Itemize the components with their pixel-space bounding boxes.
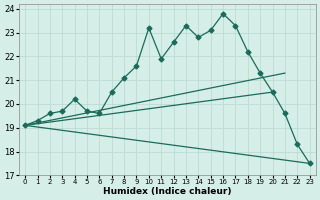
X-axis label: Humidex (Indice chaleur): Humidex (Indice chaleur) <box>103 187 232 196</box>
